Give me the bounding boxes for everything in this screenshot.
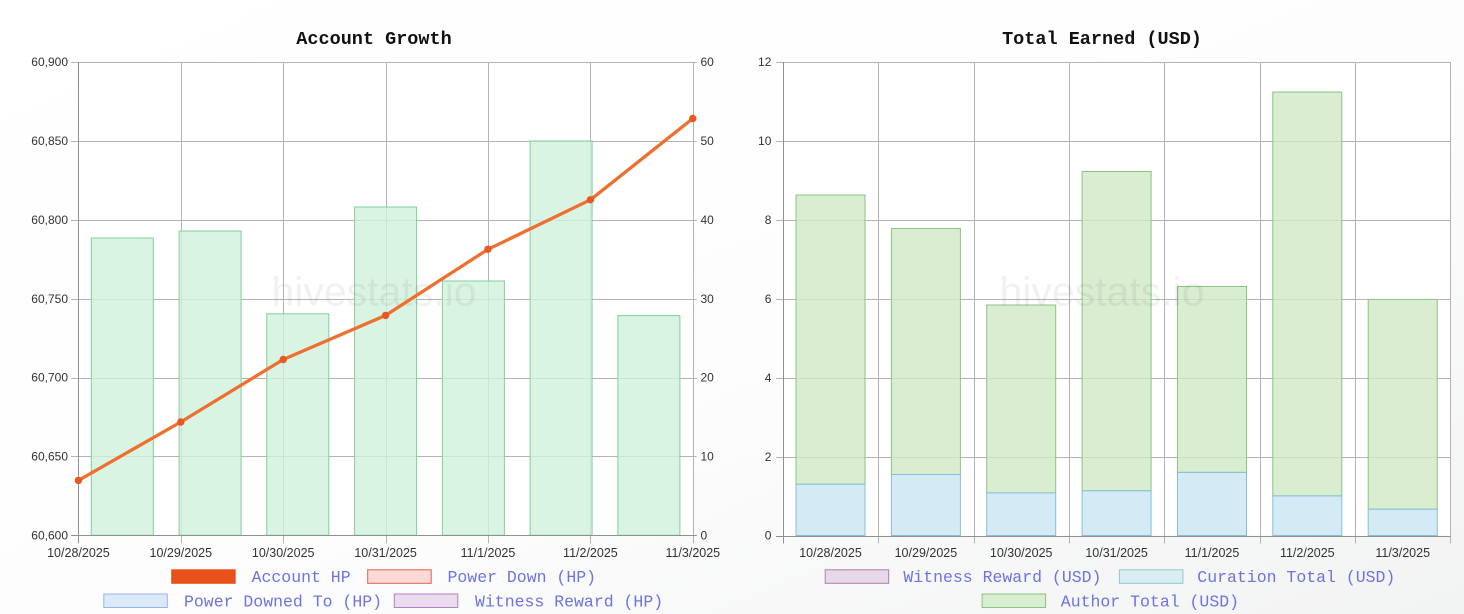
svg-text:4: 4 bbox=[765, 371, 772, 385]
svg-text:10: 10 bbox=[701, 450, 715, 464]
svg-text:hivestats.io: hivestats.io bbox=[271, 269, 476, 315]
svg-text:10/28/2025: 10/28/2025 bbox=[799, 546, 862, 560]
svg-text:Witness Reward (USD): Witness Reward (USD) bbox=[903, 568, 1101, 587]
svg-text:10/31/2025: 10/31/2025 bbox=[354, 546, 417, 560]
svg-text:10/30/2025: 10/30/2025 bbox=[990, 546, 1053, 560]
svg-text:50: 50 bbox=[701, 134, 715, 148]
svg-text:40: 40 bbox=[701, 213, 715, 227]
svg-text:Curation Total (USD): Curation Total (USD) bbox=[1197, 568, 1395, 587]
svg-text:20: 20 bbox=[701, 371, 715, 385]
svg-text:11/1/2025: 11/1/2025 bbox=[461, 546, 516, 560]
svg-text:60,900: 60,900 bbox=[31, 55, 68, 69]
svg-text:10/30/2025: 10/30/2025 bbox=[252, 546, 315, 560]
svg-text:10/31/2025: 10/31/2025 bbox=[1085, 546, 1148, 560]
svg-text:60,750: 60,750 bbox=[31, 292, 68, 306]
svg-text:60,600: 60,600 bbox=[31, 529, 68, 543]
svg-text:11/3/2025: 11/3/2025 bbox=[1375, 546, 1430, 560]
svg-text:11/2/2025: 11/2/2025 bbox=[1280, 546, 1335, 560]
svg-text:Power Down (HP): Power Down (HP) bbox=[448, 568, 597, 587]
svg-text:Author Total (USD): Author Total (USD) bbox=[1061, 592, 1239, 611]
svg-text:hivestats.io: hivestats.io bbox=[999, 269, 1204, 315]
svg-text:11/3/2025: 11/3/2025 bbox=[665, 546, 720, 560]
svg-text:Account Growth: Account Growth bbox=[296, 29, 451, 50]
svg-text:11/1/2025: 11/1/2025 bbox=[1185, 546, 1240, 560]
svg-text:Witness Reward (HP): Witness Reward (HP) bbox=[475, 592, 663, 611]
svg-text:Power Downed To (HP): Power Downed To (HP) bbox=[184, 592, 382, 611]
svg-text:30: 30 bbox=[701, 292, 715, 306]
svg-text:10/28/2025: 10/28/2025 bbox=[47, 546, 110, 560]
svg-text:Total Earned (USD): Total Earned (USD) bbox=[1002, 29, 1202, 50]
svg-text:Account HP: Account HP bbox=[252, 568, 351, 587]
svg-text:0: 0 bbox=[701, 529, 708, 543]
svg-text:60,800: 60,800 bbox=[31, 213, 68, 227]
svg-text:6: 6 bbox=[765, 292, 772, 306]
svg-text:12: 12 bbox=[758, 55, 772, 69]
svg-text:60: 60 bbox=[701, 55, 715, 69]
svg-text:10/29/2025: 10/29/2025 bbox=[895, 546, 958, 560]
svg-text:60,700: 60,700 bbox=[31, 371, 68, 385]
svg-text:11/2/2025: 11/2/2025 bbox=[563, 546, 618, 560]
svg-text:2: 2 bbox=[765, 450, 772, 464]
svg-text:0: 0 bbox=[765, 529, 772, 543]
svg-text:10: 10 bbox=[758, 134, 772, 148]
svg-text:8: 8 bbox=[765, 213, 772, 227]
svg-text:10/29/2025: 10/29/2025 bbox=[150, 546, 213, 560]
svg-text:60,650: 60,650 bbox=[31, 450, 68, 464]
svg-text:60,850: 60,850 bbox=[31, 134, 68, 148]
